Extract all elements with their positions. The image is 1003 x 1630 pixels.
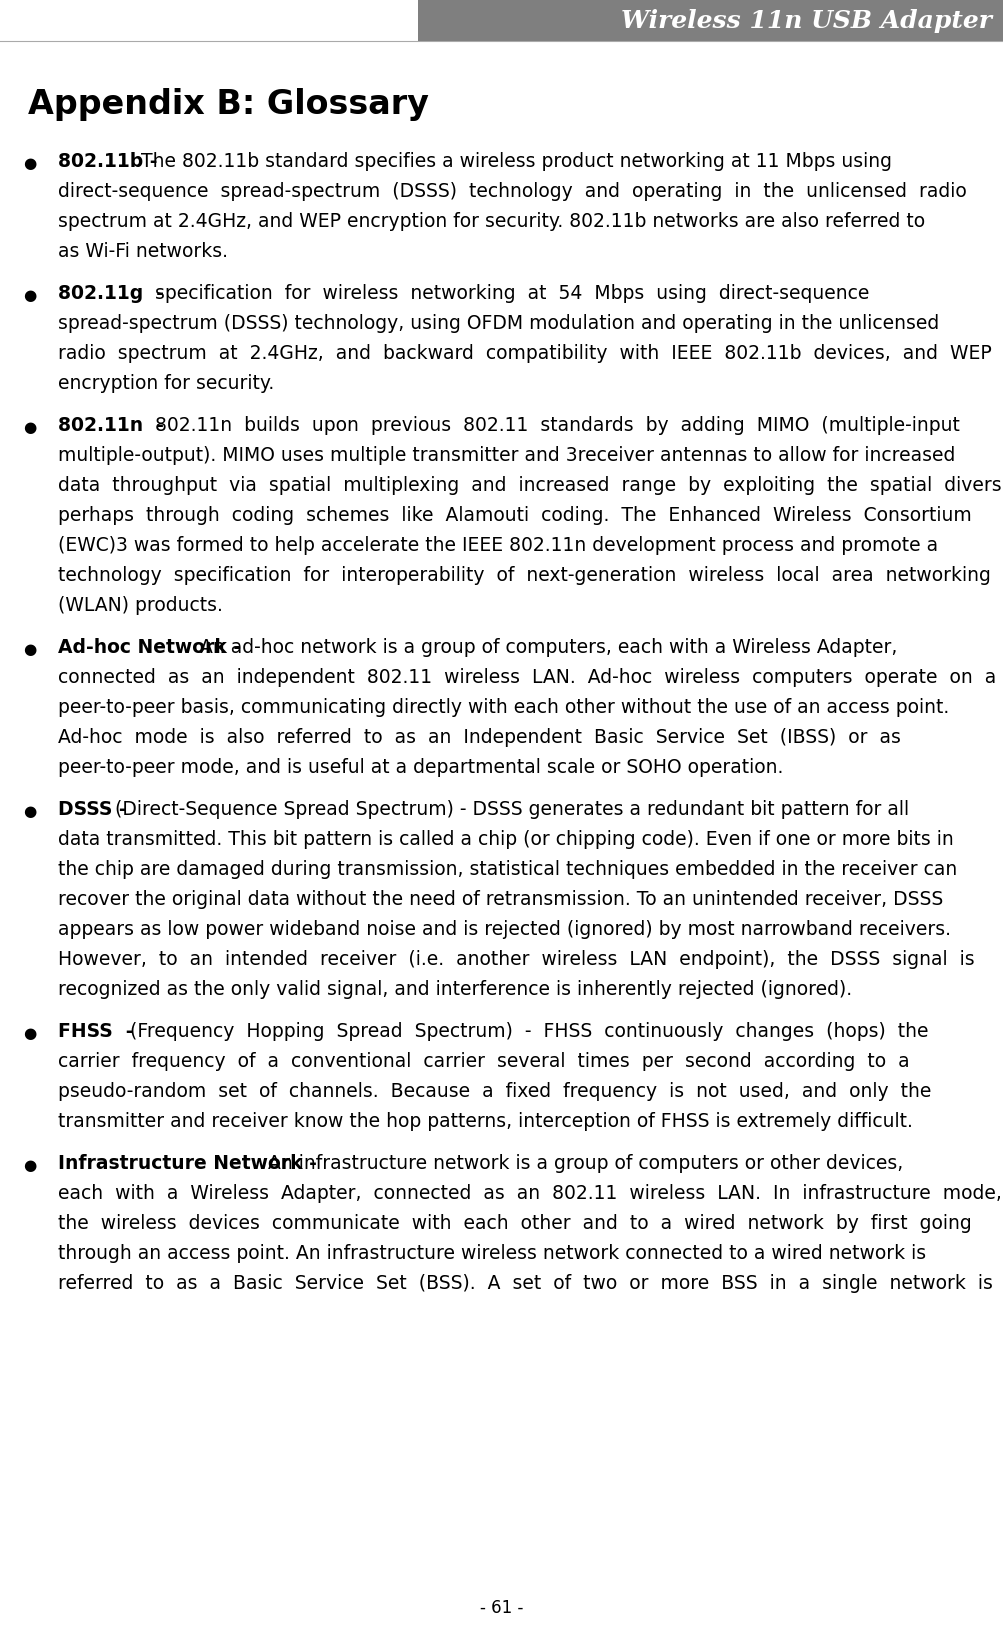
Text: (EWC)3 was formed to help accelerate the IEEE 802.11n development process and pr: (EWC)3 was formed to help accelerate the… [58,536,937,554]
Text: 802.11b -: 802.11b - [58,152,157,171]
Text: encryption for security.: encryption for security. [58,373,274,393]
Text: ●: ● [23,156,36,171]
Text: ●: ● [23,289,36,303]
Text: ●: ● [23,1157,36,1172]
Text: multiple-output). MIMO uses multiple transmitter and 3receiver antennas to allow: multiple-output). MIMO uses multiple tra… [58,445,955,465]
Text: FHSS  -: FHSS - [58,1022,133,1040]
Text: transmitter and receiver know the hop patterns, interception of FHSS is extremel: transmitter and receiver know the hop pa… [58,1112,912,1130]
Text: recover the original data without the need of retransmission. To an unintended r: recover the original data without the ne… [58,890,942,908]
Text: Ad-hoc Network -: Ad-hoc Network - [58,637,241,657]
Text: specification  for  wireless  networking  at  54  Mbps  using  direct-sequence: specification for wireless networking at… [142,284,869,303]
Text: perhaps  through  coding  schemes  like  Alamouti  coding.  The  Enhanced  Wirel: perhaps through coding schemes like Alam… [58,505,971,525]
Text: data transmitted. This bit pattern is called a chip (or chipping code). Even if : data transmitted. This bit pattern is ca… [58,830,953,849]
Text: peer-to-peer basis, communicating directly with each other without the use of an: peer-to-peer basis, communicating direct… [58,698,948,717]
Text: spread-spectrum (DSSS) technology, using OFDM modulation and operating in the un: spread-spectrum (DSSS) technology, using… [58,315,939,333]
Text: direct-sequence  spread-spectrum  (DSSS)  technology  and  operating  in  the  u: direct-sequence spread-spectrum (DSSS) t… [58,183,966,200]
Text: - 61 -: - 61 - [479,1597,524,1615]
Text: technology  specification  for  interoperability  of  next-generation  wireless : technology specification for interoperab… [58,566,990,585]
Text: DSSS -: DSSS - [58,799,126,818]
Text: ●: ● [23,642,36,657]
Text: Appendix B: Glossary: Appendix B: Glossary [28,88,428,121]
Text: An ad-hoc network is a group of computers, each with a Wireless Adapter,: An ad-hoc network is a group of computer… [194,637,897,657]
Text: (WLAN) products.: (WLAN) products. [58,595,223,615]
Text: data  throughput  via  spatial  multiplexing  and  increased  range  by  exploit: data throughput via spatial multiplexing… [58,476,1003,494]
Text: (Frequency  Hopping  Spread  Spectrum)  -  FHSS  continuously  changes  (hops)  : (Frequency Hopping Spread Spectrum) - FH… [117,1022,927,1040]
Text: as Wi-Fi networks.: as Wi-Fi networks. [58,241,228,261]
Text: Infrastructure Network -: Infrastructure Network - [58,1154,317,1172]
Text: pseudo-random  set  of  channels.  Because  a  fixed  frequency  is  not  used, : pseudo-random set of channels. Because a… [58,1081,931,1100]
Text: 802.11n  -: 802.11n - [58,416,163,435]
Text: the  wireless  devices  communicate  with  each  other  and  to  a  wired  netwo: the wireless devices communicate with ea… [58,1213,971,1232]
Text: connected  as  an  independent  802.11  wireless  LAN.  Ad-hoc  wireless  comput: connected as an independent 802.11 wirel… [58,668,995,686]
Text: each  with  a  Wireless  Adapter,  connected  as  an  802.11  wireless  LAN.  In: each with a Wireless Adapter, connected … [58,1183,1001,1203]
Text: carrier  frequency  of  a  conventional  carrier  several  times  per  second  a: carrier frequency of a conventional carr… [58,1051,909,1071]
Text: ●: ● [23,1025,36,1040]
Text: An infrastructure network is a group of computers or other devices,: An infrastructure network is a group of … [262,1154,903,1172]
Text: through an access point. An infrastructure wireless network connected to a wired: through an access point. An infrastructu… [58,1244,925,1262]
Text: ●: ● [23,419,36,435]
Bar [417,0,1003,42]
Text: recognized as the only valid signal, and interference is inherently rejected (ig: recognized as the only valid signal, and… [58,980,852,999]
Text: The 802.11b standard specifies a wireless product networking at 11 Mbps using: The 802.11b standard specifies a wireles… [134,152,891,171]
Text: 802.11g  -: 802.11g - [58,284,163,303]
Text: Wireless 11n USB Adapter: Wireless 11n USB Adapter [621,10,991,33]
Text: appears as low power wideband noise and is rejected (ignored) by most narrowband: appears as low power wideband noise and … [58,919,950,939]
Text: radio  spectrum  at  2.4GHz,  and  backward  compatibility  with  IEEE  802.11b : radio spectrum at 2.4GHz, and backward c… [58,344,991,363]
Text: 802.11n  builds  upon  previous  802.11  standards  by  adding  MIMO  (multiple-: 802.11n builds upon previous 802.11 stan… [142,416,959,435]
Text: the chip are damaged during transmission, statistical techniques embedded in the: the chip are damaged during transmission… [58,859,956,879]
Text: However,  to  an  intended  receiver  (i.e.  another  wireless  LAN  endpoint), : However, to an intended receiver (i.e. a… [58,949,974,968]
Text: peer-to-peer mode, and is useful at a departmental scale or SOHO operation.: peer-to-peer mode, and is useful at a de… [58,758,782,776]
Text: (Direct-Sequence Spread Spectrum) - DSSS generates a redundant bit pattern for a: (Direct-Sequence Spread Spectrum) - DSSS… [109,799,909,818]
Text: spectrum at 2.4GHz, and WEP encryption for security. 802.11b networks are also r: spectrum at 2.4GHz, and WEP encryption f… [58,212,924,231]
Text: ●: ● [23,804,36,818]
Text: referred  to  as  a  Basic  Service  Set  (BSS).  A  set  of  two  or  more  BSS: referred to as a Basic Service Set (BSS)… [58,1273,992,1293]
Text: Ad-hoc  mode  is  also  referred  to  as  an  Independent  Basic  Service  Set  : Ad-hoc mode is also referred to as an In… [58,727,900,747]
